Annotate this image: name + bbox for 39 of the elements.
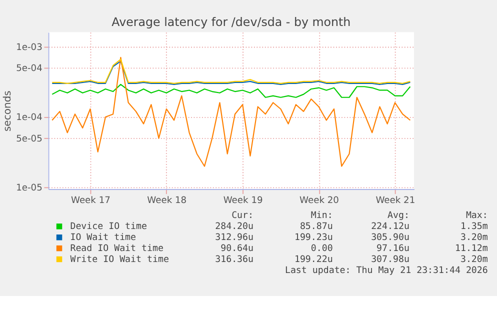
text: Min: bbox=[310, 211, 333, 222]
text: 0.00 bbox=[310, 244, 333, 254]
legend-label: Device IO time bbox=[70, 222, 147, 232]
text: 199.22u bbox=[294, 254, 333, 265]
text: Avg: bbox=[388, 211, 410, 222]
y-tick-label: 5e-04 bbox=[16, 64, 43, 74]
text: 199.23u bbox=[294, 233, 333, 244]
text: 1.35m bbox=[460, 222, 488, 232]
y-tick-label: 5e-05 bbox=[16, 134, 42, 144]
text: 90.64u bbox=[220, 244, 254, 254]
text: 312.96u bbox=[215, 233, 254, 244]
text: 3.20m bbox=[460, 233, 488, 244]
x-tick-label: Week 17 bbox=[70, 196, 111, 206]
x-tick-label: Week 21 bbox=[376, 196, 416, 206]
text: 224.12u bbox=[371, 222, 410, 232]
text: Cur: bbox=[232, 211, 254, 222]
y-axis-title: seconds bbox=[2, 90, 14, 132]
text: Max: bbox=[466, 211, 488, 222]
y-tick-label: 1e-03 bbox=[16, 42, 43, 53]
legend-label: Write IO Wait time bbox=[70, 254, 169, 265]
x-tick-label: Week 20 bbox=[300, 196, 340, 206]
line-series bbox=[52, 84, 411, 98]
text: 3.20m bbox=[460, 254, 488, 265]
y-tick-label: 1e-05 bbox=[16, 184, 42, 194]
line-series bbox=[52, 56, 411, 167]
x-tick-label: Week 18 bbox=[147, 196, 187, 206]
x-tick-label: Week 19 bbox=[223, 196, 263, 206]
text: Last update: Thu May 21 23:31:44 2026 bbox=[284, 266, 488, 276]
text: 305.90u bbox=[371, 233, 410, 244]
text: 316.36u bbox=[215, 254, 254, 265]
text: 284.20u bbox=[215, 222, 254, 232]
legend-label: Read IO Wait time bbox=[70, 244, 164, 254]
y-tick-label: 1e-04 bbox=[16, 113, 43, 124]
chart-title: Average latency for /dev/sda - by month bbox=[112, 14, 351, 29]
legend-label: IO Wait time bbox=[70, 233, 136, 244]
text: 307.98u bbox=[371, 254, 410, 265]
text: 85.87u bbox=[300, 222, 333, 232]
text: 11.12m bbox=[454, 244, 488, 254]
text: 97.16u bbox=[376, 244, 410, 254]
